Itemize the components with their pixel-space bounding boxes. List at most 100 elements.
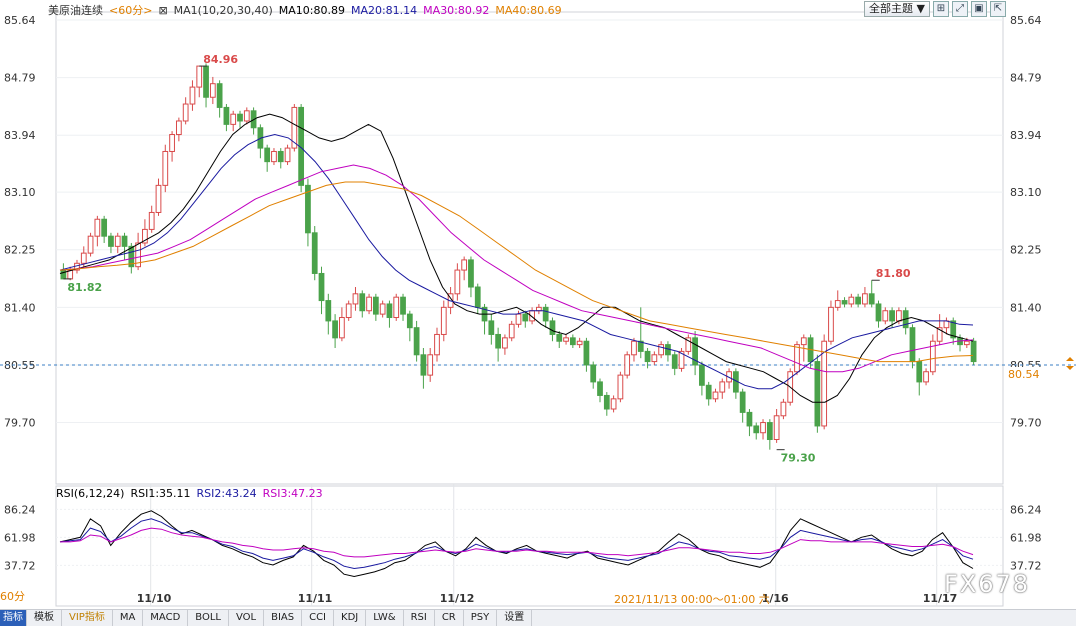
candle-body <box>488 320 495 335</box>
tab-5[interactable]: BOLL <box>188 610 229 626</box>
candle-body <box>420 354 427 376</box>
rsi-tick-left: 37.72 <box>4 559 36 572</box>
candle-body <box>617 374 624 400</box>
price-tick-left: 81.40 <box>4 301 36 314</box>
candle-body <box>644 350 651 363</box>
rsi-tick-left: 86.24 <box>4 503 36 516</box>
candle-body <box>780 401 787 417</box>
candle-body <box>875 303 882 322</box>
candle-body <box>760 422 766 434</box>
tab-4[interactable]: MACD <box>143 610 189 626</box>
candle-body <box>454 269 461 295</box>
candle-body <box>169 134 175 152</box>
price-tick-left: 84.79 <box>4 72 36 85</box>
candle-body <box>685 337 692 352</box>
candle-body <box>87 235 94 254</box>
candle-body <box>963 340 970 346</box>
price-panel-frame <box>55 11 1004 485</box>
tab-1[interactable]: 模板 <box>27 610 62 626</box>
watermark-logo: FX678 <box>944 570 1031 598</box>
candle-body <box>209 83 216 98</box>
tab-0[interactable]: 指标 <box>0 610 27 626</box>
candle-body <box>705 384 712 400</box>
candle-body <box>855 296 862 305</box>
candle-body <box>359 293 366 312</box>
tab-8[interactable]: CCI <box>302 610 335 626</box>
tab-9[interactable]: KDJ <box>334 610 367 626</box>
candle-body <box>440 306 447 335</box>
x-tick-label: 11/10 <box>137 592 172 605</box>
current-price-label: 80.54 <box>1008 368 1040 381</box>
tab-2[interactable]: VIP指标 <box>62 610 113 626</box>
indicator-tab-bar: 指标 模板 VIP指标 MA MACD BOLL VOL BIAS CCI KDJ LW& RSI CR… <box>0 609 1076 626</box>
candle-body <box>800 337 807 346</box>
candle-body <box>889 310 895 322</box>
candle-body <box>916 361 923 383</box>
candle-body <box>427 354 434 376</box>
period-tag[interactable]: 60分 <box>0 590 25 603</box>
tab-12[interactable]: CR <box>435 610 464 626</box>
candle-body <box>929 340 936 373</box>
candle-body <box>848 296 855 305</box>
theme-dropdown[interactable]: 全部主题 ▼ <box>864 1 930 17</box>
tab-14[interactable]: 设置 <box>497 610 533 626</box>
rsi-header: RSI(6,12,24) RSI1:35.11 RSI2:43.24 RSI3:… <box>56 487 323 500</box>
candle-body <box>182 103 189 122</box>
indicator-icon[interactable]: ⊠ <box>158 3 168 17</box>
candle-body <box>189 86 196 105</box>
candle-body <box>671 354 678 369</box>
candle-body <box>556 333 563 342</box>
ma30-value: MA30:80.92 <box>423 3 490 17</box>
candle-body <box>522 313 529 322</box>
price-tick-left: 79.70 <box>4 417 36 430</box>
price-tick-right: 79.70 <box>1010 417 1042 430</box>
ma-line-ma40 <box>59 181 974 363</box>
candle-body <box>766 422 773 441</box>
candle-body <box>508 323 515 339</box>
candle-body <box>332 320 338 339</box>
candle-body <box>284 147 291 163</box>
candle-body <box>590 364 597 383</box>
annotation-label: 81.80 <box>876 267 911 280</box>
candle-body <box>651 354 658 363</box>
window-icon[interactable]: ▣ <box>971 1 987 17</box>
candle-body <box>597 381 603 396</box>
rsi-tick-left: 61.98 <box>4 531 36 544</box>
candle-body <box>128 245 135 268</box>
period-label[interactable]: <60分> <box>109 4 153 17</box>
candle-body <box>814 361 821 427</box>
tab-6[interactable]: VOL <box>229 610 265 626</box>
tab-7[interactable]: BIAS <box>264 610 303 626</box>
tab-11[interactable]: RSI <box>404 610 435 626</box>
tab-10[interactable]: LW& <box>366 610 404 626</box>
rsi-tick-right: 61.98 <box>1010 531 1042 544</box>
candle-body <box>828 306 834 342</box>
candle-body <box>413 327 420 356</box>
candle-body <box>406 313 413 329</box>
candle-body <box>325 300 332 322</box>
tab-3[interactable]: MA <box>113 610 144 626</box>
candle-body <box>162 150 169 186</box>
candle-body <box>230 113 237 125</box>
candle-body <box>135 242 141 268</box>
candle-body <box>773 415 780 441</box>
candle-body <box>923 371 929 383</box>
fullscreen-icon[interactable]: ⇱ <box>990 1 1006 17</box>
expand-icon[interactable]: ⤢ <box>952 1 968 17</box>
candle-body <box>223 106 230 125</box>
candle-body <box>108 235 114 247</box>
candle-body <box>237 113 243 122</box>
current-price-box <box>1005 366 1075 381</box>
price-tick-right: 83.10 <box>1010 186 1042 199</box>
symbol-name: 美原油连续 <box>48 4 103 17</box>
candle-body <box>637 340 644 352</box>
candle-body <box>80 252 87 264</box>
tab-13[interactable]: PSY <box>464 610 498 626</box>
candle-body <box>882 310 889 322</box>
ma-line-ma30 <box>59 164 974 373</box>
grid-icon[interactable]: ⊞ <box>933 1 949 17</box>
rsi-panel-frame <box>55 485 1004 607</box>
candle-body <box>386 303 393 319</box>
